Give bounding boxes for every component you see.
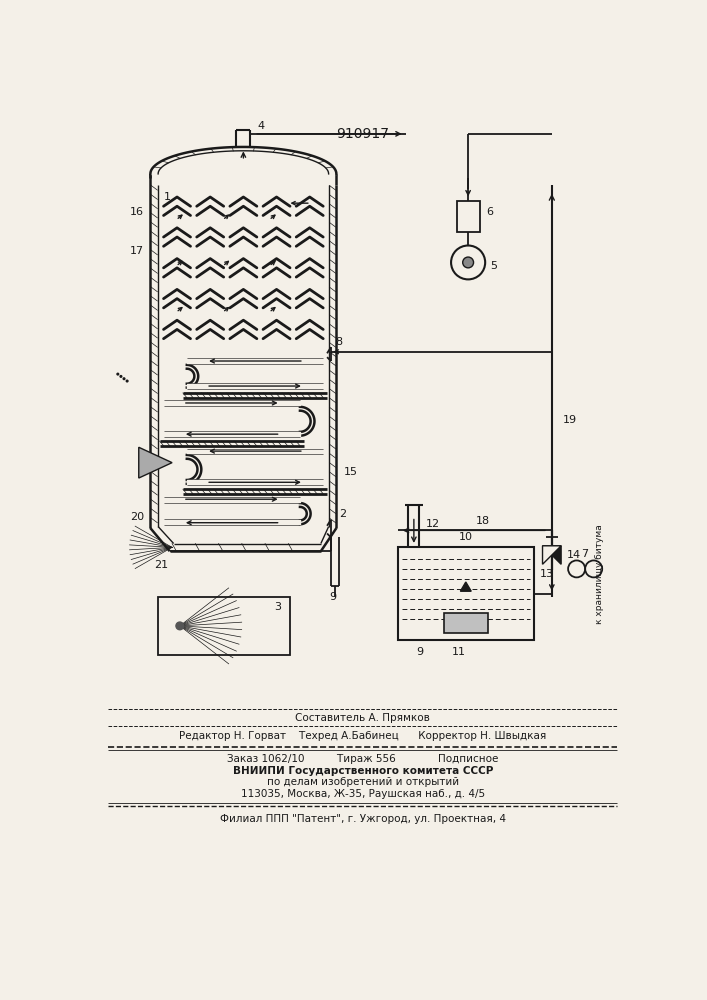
Text: 6: 6 (486, 207, 493, 217)
Text: 16: 16 (130, 207, 144, 217)
Polygon shape (139, 447, 172, 478)
Text: 3: 3 (274, 602, 281, 612)
Bar (158, 597, 290, 655)
Text: к хранилищу битума: к хранилищу битума (595, 524, 604, 624)
Circle shape (122, 377, 126, 380)
Polygon shape (542, 546, 561, 564)
Text: 21: 21 (154, 560, 168, 570)
Text: 4: 4 (257, 121, 264, 131)
Text: 18: 18 (476, 516, 490, 526)
Bar (398, 547, 534, 640)
Text: 13: 13 (540, 569, 554, 579)
Circle shape (119, 375, 122, 378)
Text: Филиал ППП "Патент", г. Ужгород, ул. Проектная, 4: Филиал ППП "Патент", г. Ужгород, ул. Про… (220, 814, 506, 824)
Text: 12: 12 (426, 519, 440, 529)
Text: 14: 14 (567, 550, 581, 560)
Circle shape (176, 622, 184, 630)
Text: Заказ 1062/10          Тираж 556             Подписное: Заказ 1062/10 Тираж 556 Подписное (227, 754, 498, 764)
Text: 910917: 910917 (337, 127, 390, 141)
Text: 11: 11 (452, 647, 466, 657)
Text: 20: 20 (130, 512, 144, 522)
Text: 5: 5 (490, 261, 497, 271)
Circle shape (126, 379, 129, 383)
Text: 1: 1 (164, 192, 171, 202)
Text: 9: 9 (416, 647, 423, 657)
Text: 15: 15 (344, 467, 358, 477)
Text: 19: 19 (563, 415, 577, 425)
Text: по делам изобретений и открытий: по делам изобретений и открытий (267, 777, 459, 787)
Text: 2: 2 (339, 509, 346, 519)
Polygon shape (460, 582, 472, 591)
Bar (444, 613, 488, 633)
Text: ВНИИПИ Государственного комитета СССР: ВНИИПИ Государственного комитета СССР (233, 766, 493, 776)
Text: 17: 17 (130, 246, 144, 256)
Text: Составитель А. Прямков: Составитель А. Прямков (296, 713, 430, 723)
Text: 113035, Москва, Ж-35, Раушская наб., д. 4/5: 113035, Москва, Ж-35, Раушская наб., д. … (240, 789, 485, 799)
Text: 7: 7 (581, 549, 588, 559)
Text: 9: 9 (329, 592, 336, 602)
Text: Редактор Н. Горват    Техред А.Бабинец      Корректор Н. Швыдкая: Редактор Н. Горват Техред А.Бабинец Корр… (179, 731, 547, 741)
Bar (457, 201, 480, 232)
Polygon shape (542, 546, 561, 564)
Text: 8: 8 (335, 337, 342, 347)
Circle shape (462, 257, 474, 268)
Circle shape (116, 373, 119, 376)
Text: 10: 10 (459, 532, 473, 542)
